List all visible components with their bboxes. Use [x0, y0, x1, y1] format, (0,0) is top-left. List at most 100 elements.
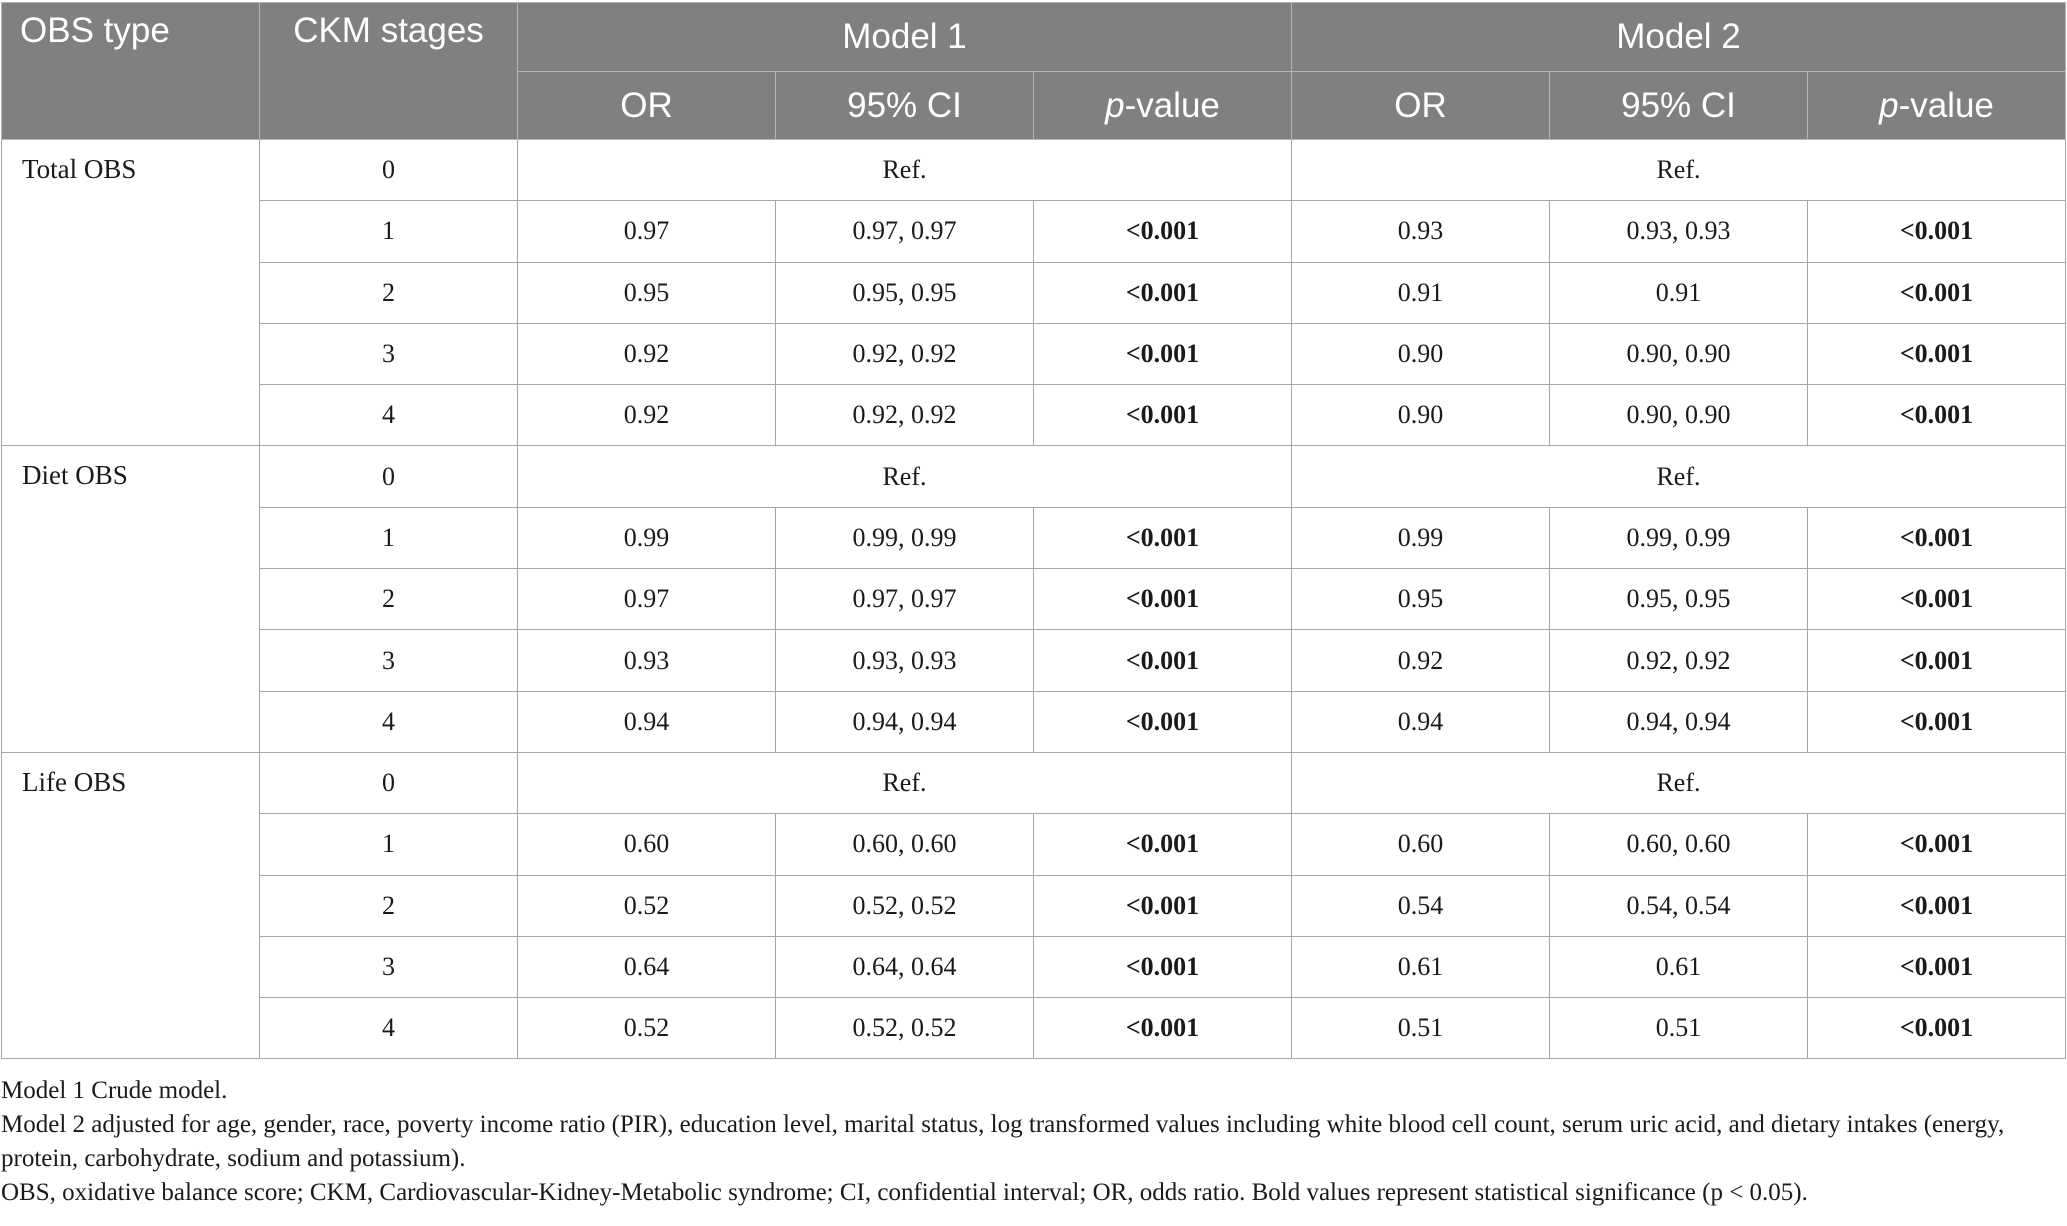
m1-confidence-interval-cell: 0.95, 0.95 — [775, 261, 1034, 324]
m2-p-value-cell: <0.001 — [1807, 997, 2066, 1060]
header-model1: Model 1 — [517, 2, 1292, 72]
m2-p-value-cell: <0.001 — [1807, 813, 2066, 876]
m2-odds-ratio-cell: 0.91 — [1291, 261, 1550, 324]
m1-odds-ratio-cell: 0.92 — [517, 384, 776, 447]
table-row: 2 0.97 0.97, 0.97 <0.001 0.95 0.95, 0.95 <0.00… — [2, 568, 2066, 631]
m2-p-value-cell: <0.001 — [1807, 384, 2066, 447]
header-m2-ci: 95% CI — [1549, 71, 1808, 140]
header-m1-ci: 95% CI — [775, 71, 1034, 140]
m2-p-value-cell: <0.001 — [1807, 629, 2066, 692]
m2-p-value-cell: <0.001 — [1807, 200, 2066, 263]
m2-odds-ratio-cell: 0.54 — [1291, 874, 1550, 937]
table-row: 3 0.92 0.92, 0.92 <0.001 0.90 0.90, 0.90 <0.00… — [2, 322, 2066, 386]
m2-odds-ratio-cell: 0.92 — [1291, 629, 1550, 692]
header-obs-type: OBS type — [1, 2, 260, 140]
m2-odds-ratio-cell: 0.99 — [1291, 506, 1550, 570]
table-row: Diet OBS 0 Ref. Ref. — [1, 445, 2066, 753]
table-row: 3 0.64 0.64, 0.64 <0.001 0.61 0.61 <0.001 — [2, 935, 2066, 999]
m1-odds-ratio-cell: 0.95 — [517, 261, 776, 324]
m1-p-value-cell: <0.001 — [1033, 813, 1292, 876]
m1-odds-ratio-cell: 0.52 — [517, 874, 776, 937]
m1-odds-ratio-cell: 0.97 — [517, 200, 776, 263]
table-row: 1 0.60 0.60, 0.60 <0.001 0.60 0.60, 0.60 <0.00… — [2, 813, 2066, 876]
m1-confidence-interval-cell: 0.93, 0.93 — [775, 629, 1034, 692]
ckm-stage-cell: 2 — [259, 261, 518, 324]
m2-p-value-cell: <0.001 — [1807, 935, 2066, 999]
m1-p-value-cell: <0.001 — [1033, 568, 1292, 631]
footnote-abbreviations: OBS, oxidative balance score; CKM, Cardi… — [1, 1179, 1808, 1206]
ckm-stage-cell: 1 — [259, 506, 518, 570]
header-m1-pvalue: p-value — [1033, 71, 1292, 140]
m2-reference-cell: Ref. — [1291, 138, 2066, 202]
table-row: Total OBS 0 Ref. Ref. — [1, 138, 2066, 447]
p-suffix: -value — [1898, 85, 1994, 125]
ckm-stage-cell: 2 — [259, 874, 518, 937]
ckm-stage-cell: 4 — [259, 690, 518, 753]
m1-odds-ratio-cell: 0.99 — [517, 506, 776, 570]
m2-reference-cell: Ref. — [1291, 751, 2066, 815]
m1-confidence-interval-cell: 0.60, 0.60 — [775, 813, 1034, 876]
m1-confidence-interval-cell: 0.94, 0.94 — [775, 690, 1034, 753]
m2-p-value-cell: <0.001 — [1807, 261, 2066, 324]
m1-confidence-interval-cell: 0.52, 0.52 — [775, 997, 1034, 1060]
m2-confidence-interval-cell: 0.60, 0.60 — [1549, 813, 1808, 876]
m1-p-value-cell: <0.001 — [1033, 935, 1292, 999]
footnote-model1: Model 1 Crude model. — [1, 1077, 228, 1104]
m2-odds-ratio-cell: 0.90 — [1291, 322, 1550, 386]
m1-odds-ratio-cell: 0.94 — [517, 690, 776, 753]
m1-confidence-interval-cell: 0.92, 0.92 — [775, 384, 1034, 447]
m2-confidence-interval-cell: 0.99, 0.99 — [1549, 506, 1808, 570]
obs-type-cell: Life OBS — [1, 751, 260, 1060]
m1-p-value-cell: <0.001 — [1033, 322, 1292, 386]
m2-confidence-interval-cell: 0.54, 0.54 — [1549, 874, 1808, 937]
m1-odds-ratio-cell: 0.52 — [517, 997, 776, 1060]
table-body: Total OBS 0 Ref. Ref. 1 0.97 0.97, 0.97 <0.001 0… — [1, 138, 2066, 1060]
table-row: 2 0.52 0.52, 0.52 <0.001 0.54 0.54, 0.54 <0.00… — [2, 874, 2066, 937]
m1-reference-cell: Ref. — [517, 445, 1292, 508]
table-header: OBS type CKM stages Model 1 Model 2 OR 9… — [1, 2, 2066, 140]
m2-odds-ratio-cell: 0.51 — [1291, 997, 1550, 1060]
ckm-stage-cell: 0 — [259, 751, 518, 815]
m1-odds-ratio-cell: 0.60 — [517, 813, 776, 876]
m1-reference-cell: Ref. — [517, 751, 1292, 815]
header-ckm-stages: CKM stages — [259, 2, 518, 140]
m1-confidence-interval-cell: 0.92, 0.92 — [775, 322, 1034, 386]
p-italic: p — [1879, 85, 1899, 125]
table-row: 3 0.93 0.93, 0.93 <0.001 0.92 0.92, 0.92 <0.00… — [2, 629, 2066, 692]
m1-p-value-cell: <0.001 — [1033, 261, 1292, 324]
m1-confidence-interval-cell: 0.97, 0.97 — [775, 200, 1034, 263]
m2-confidence-interval-cell: 0.61 — [1549, 935, 1808, 999]
m1-confidence-interval-cell: 0.99, 0.99 — [775, 506, 1034, 570]
ckm-stage-cell: 1 — [259, 813, 518, 876]
header-m1-or: OR — [517, 71, 776, 140]
m1-p-value-cell: <0.001 — [1033, 690, 1292, 753]
m1-p-value-cell: <0.001 — [1033, 874, 1292, 937]
m1-odds-ratio-cell: 0.93 — [517, 629, 776, 692]
m2-p-value-cell: <0.001 — [1807, 568, 2066, 631]
m2-confidence-interval-cell: 0.90, 0.90 — [1549, 322, 1808, 386]
table-row: 4 0.94 0.94, 0.94 <0.001 0.94 0.94, 0.94 <0.00… — [2, 690, 2066, 753]
m2-p-value-cell: <0.001 — [1807, 506, 2066, 570]
table-row: 1 0.97 0.97, 0.97 <0.001 0.93 0.93, 0.93 <0.00… — [2, 200, 2066, 263]
ckm-stage-cell: 4 — [259, 384, 518, 447]
table-row: 4 0.92 0.92, 0.92 <0.001 0.90 0.90, 0.90 <0.00… — [2, 384, 2066, 447]
p-italic: p — [1105, 85, 1125, 125]
ckm-stage-cell: 0 — [259, 445, 518, 508]
obs-type-cell: Diet OBS — [1, 445, 260, 753]
table-footnotes: Model 1 Crude model. Model 2 adjusted fo… — [1, 1074, 2061, 1210]
m2-confidence-interval-cell: 0.90, 0.90 — [1549, 384, 1808, 447]
m1-p-value-cell: <0.001 — [1033, 200, 1292, 263]
ckm-stage-cell: 0 — [259, 138, 518, 202]
m2-reference-cell: Ref. — [1291, 445, 2066, 508]
table-row: 2 0.95 0.95, 0.95 <0.001 0.91 0.91 <0.001 — [2, 261, 2066, 324]
table-row: Life OBS 0 Ref. Ref. — [1, 751, 2066, 1060]
m1-odds-ratio-cell: 0.64 — [517, 935, 776, 999]
m1-confidence-interval-cell: 0.64, 0.64 — [775, 935, 1034, 999]
m2-confidence-interval-cell: 0.91 — [1549, 261, 1808, 324]
m1-confidence-interval-cell: 0.97, 0.97 — [775, 568, 1034, 631]
m2-confidence-interval-cell: 0.95, 0.95 — [1549, 568, 1808, 631]
m2-p-value-cell: <0.001 — [1807, 874, 2066, 937]
table-row: 1 0.99 0.99, 0.99 <0.001 0.99 0.99, 0.99 <0.00… — [2, 506, 2066, 570]
m1-p-value-cell: <0.001 — [1033, 997, 1292, 1060]
m1-p-value-cell: <0.001 — [1033, 506, 1292, 570]
